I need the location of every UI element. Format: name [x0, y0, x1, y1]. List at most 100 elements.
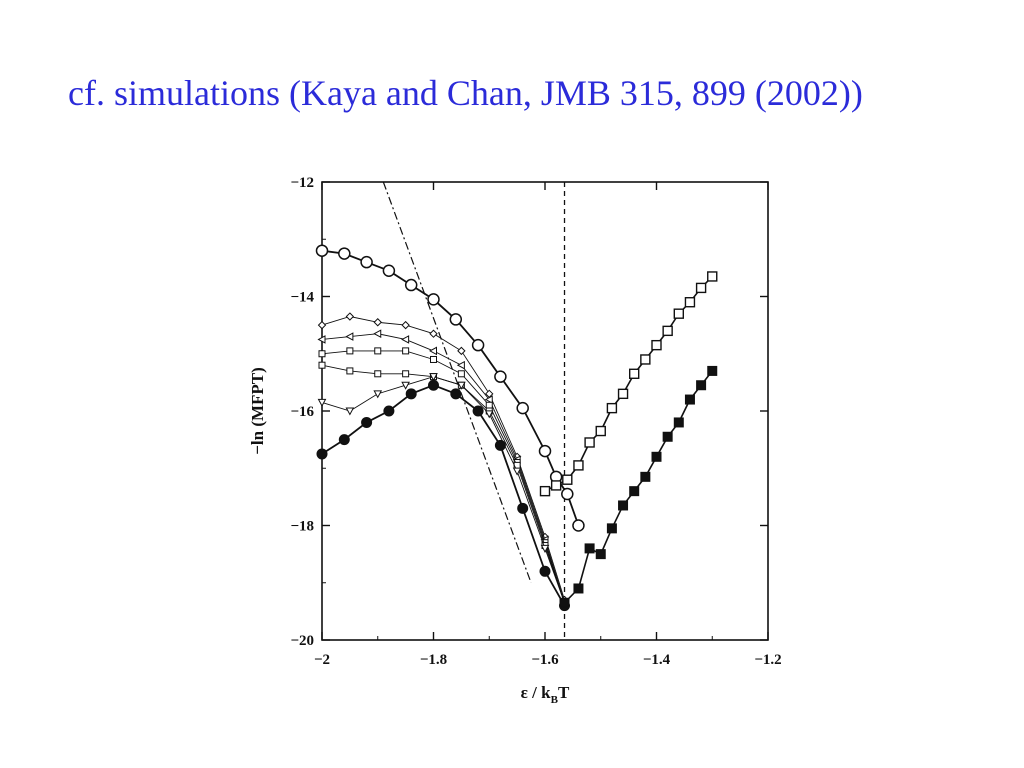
data-point-open-square: [662, 325, 673, 337]
data-point-filled-square: [595, 549, 606, 560]
series-filled-circle: [316, 379, 571, 612]
data-point-open-circle: [449, 313, 463, 326]
x-tick-label: −1.8: [420, 652, 447, 668]
data-point-open-circle: [572, 519, 585, 532]
data-point-small-square: [374, 370, 382, 378]
data-point-open-square: [573, 460, 584, 471]
data-point-down-triangle: [484, 410, 494, 419]
data-point-open-circle: [360, 255, 373, 269]
data-point-diamond: [457, 346, 466, 356]
data-point-open-square: [539, 485, 551, 497]
data-point-small-square: [374, 347, 382, 355]
data-point-down-triangle: [457, 381, 466, 390]
data-point-filled-square: [618, 500, 629, 511]
data-point-left-triangle: [345, 332, 354, 341]
data-point-open-circle: [538, 444, 552, 458]
series-line: [321, 376, 565, 603]
data-point-diamond: [345, 312, 355, 321]
data-point-filled-circle: [316, 448, 328, 460]
data-point-open-circle: [427, 293, 440, 306]
series-line: [321, 249, 580, 526]
dash-dot-line: [382, 181, 532, 583]
series-down-triangle: [317, 373, 569, 608]
data-point-filled-square: [559, 597, 570, 608]
data-point-open-square: [617, 388, 629, 400]
data-point-diamond: [401, 320, 410, 330]
x-tick-label: −1.4: [643, 652, 671, 668]
series-line: [321, 333, 565, 603]
data-point-filled-circle: [539, 565, 551, 577]
y-tick-label: −16: [290, 404, 314, 420]
data-point-down-triangle: [317, 398, 327, 407]
data-point-filled-circle: [428, 379, 439, 391]
data-point-left-triangle: [401, 335, 410, 344]
data-point-small-square: [346, 367, 354, 375]
data-point-open-circle: [471, 338, 485, 352]
series-line: [544, 275, 713, 492]
series-line: [321, 364, 565, 603]
data-point-left-triangle: [428, 346, 437, 356]
data-point-open-circle: [382, 264, 396, 277]
data-point-filled-circle: [361, 416, 373, 428]
series-filled-square: [559, 365, 718, 608]
data-point-down-triangle: [540, 544, 550, 553]
data-point-filled-circle: [405, 388, 417, 400]
data-point-small-square: [402, 370, 410, 378]
series-line: [321, 316, 565, 601]
data-point-open-square: [684, 297, 696, 308]
x-tick-label: −1.6: [531, 652, 559, 668]
data-point-filled-square: [606, 523, 617, 534]
y-axis-label: −ln (MFPT): [248, 367, 267, 455]
data-point-open-circle: [494, 370, 507, 383]
data-point-left-triangle: [317, 335, 326, 344]
data-point-filled-square: [696, 380, 707, 391]
data-point-open-square: [595, 425, 606, 437]
data-series: [315, 244, 718, 612]
series-small-square-2: [318, 361, 569, 607]
data-point-down-triangle: [512, 467, 522, 476]
data-point-small-square: [402, 347, 410, 355]
data-point-small-square: [318, 361, 326, 369]
data-point-left-triangle: [373, 329, 382, 339]
series-small-square: [318, 347, 569, 607]
data-point-diamond: [429, 329, 438, 338]
data-point-down-triangle: [429, 373, 438, 382]
x-axis-label-main: ε / k: [521, 683, 551, 702]
data-point-small-square: [430, 355, 437, 363]
data-point-open-square: [707, 271, 718, 282]
data-point-filled-square: [573, 583, 584, 594]
data-point-filled-square: [629, 486, 640, 497]
data-point-filled-square: [651, 451, 662, 462]
data-point-filled-circle: [338, 434, 350, 446]
data-point-open-square: [651, 339, 662, 351]
reference-lines: [382, 181, 566, 640]
data-point-open-square: [673, 308, 684, 319]
data-point-open-circle: [315, 244, 329, 257]
data-point-diamond: [317, 320, 327, 330]
data-point-filled-circle: [517, 502, 529, 514]
slide-title: cf. simulations (Kaya and Chan, JMB 315,…: [68, 73, 863, 113]
data-point-filled-circle: [450, 388, 462, 400]
data-point-open-square: [550, 480, 562, 491]
data-point-open-square: [584, 437, 595, 448]
series-open-square: [539, 271, 718, 497]
x-axis-label-sub: B: [551, 694, 559, 706]
data-point-small-square: [485, 401, 493, 409]
data-point-filled-square: [662, 431, 673, 442]
data-point-filled-square: [584, 543, 595, 554]
series-diamond: [317, 312, 569, 605]
data-point-down-triangle: [345, 407, 355, 416]
y-tick-label: −12: [290, 175, 314, 191]
data-point-open-square: [640, 354, 651, 365]
axis-ticks: −2 −1.8 −1.6 −1.4 −1.2 −20 −18 −16 −14 −12: [290, 175, 781, 668]
x-tick-label: −2: [314, 652, 330, 668]
data-point-open-circle: [561, 487, 574, 501]
data-point-left-triangle: [484, 395, 493, 404]
data-point-filled-circle: [494, 439, 506, 451]
x-axis-label: ε / kBT: [521, 683, 570, 706]
data-point-open-square: [695, 282, 707, 294]
series-line: [321, 350, 565, 603]
data-point-filled-square: [673, 417, 684, 428]
data-point-diamond: [373, 318, 382, 327]
